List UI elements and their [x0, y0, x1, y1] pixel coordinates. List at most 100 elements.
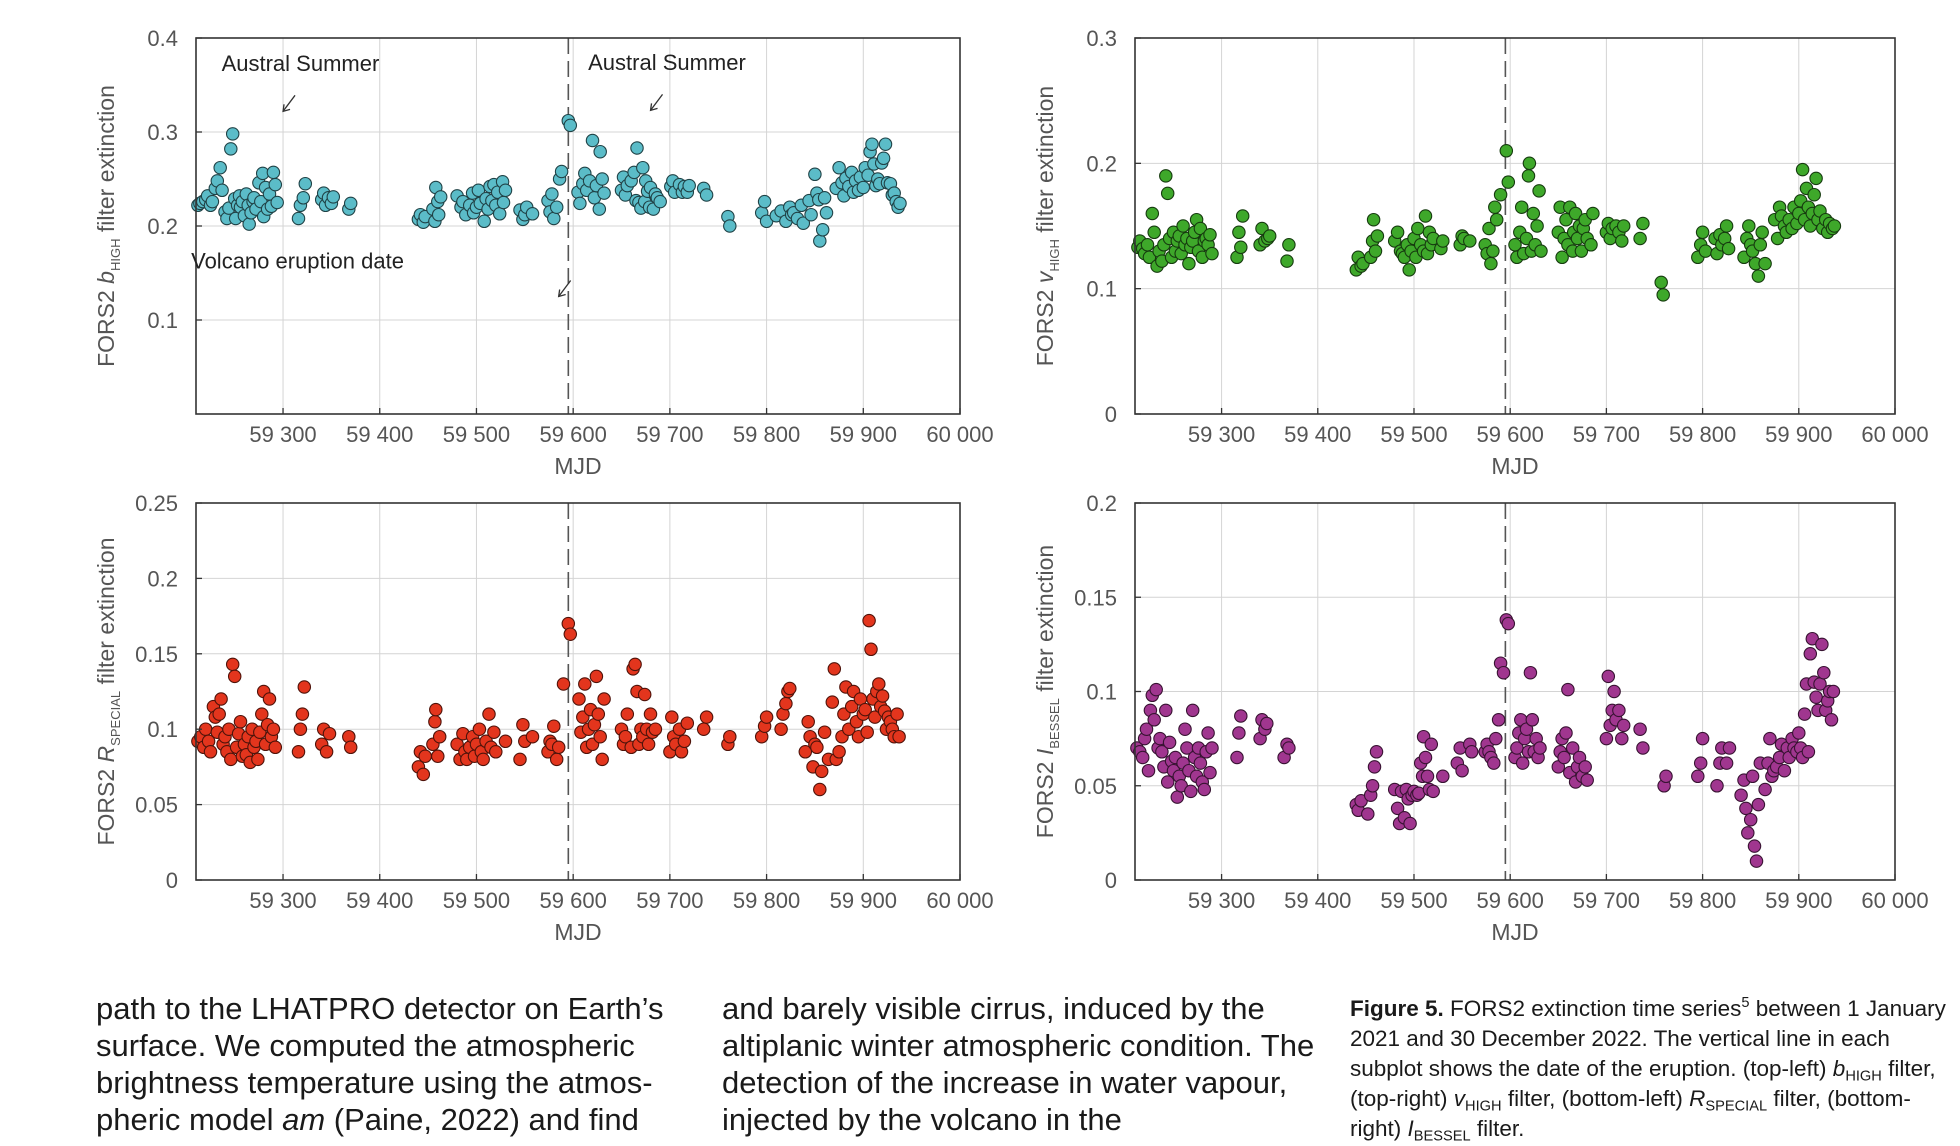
data-point	[804, 207, 818, 222]
plot-frame	[1134, 37, 1896, 415]
data-point	[774, 722, 788, 736]
data-point	[1633, 722, 1647, 736]
data-point	[1426, 784, 1440, 799]
y-axis-label-prefix: FORS2	[1032, 283, 1058, 366]
data-point	[1656, 288, 1670, 302]
data-point	[1162, 735, 1177, 750]
data-point	[1526, 206, 1541, 221]
data-point	[578, 677, 592, 691]
y-tick-label: 0.1	[1086, 277, 1117, 302]
data-point	[1654, 275, 1668, 290]
data-point	[1568, 206, 1583, 221]
data-point	[1149, 682, 1163, 697]
x-axis-label: MJD	[554, 919, 601, 945]
x-tick-label: 59 900	[830, 422, 897, 447]
data-point	[205, 194, 220, 209]
data-point	[592, 202, 607, 216]
caption-v: v	[1453, 1086, 1466, 1111]
data-point	[759, 710, 774, 724]
x-tick-label: 59 700	[1573, 422, 1640, 447]
data-point	[1636, 741, 1650, 755]
chart-bottom-right: 59 300 59 400 59 500 59 600 59 700 59 800 59 9…	[1032, 491, 1929, 945]
x-tick-label: 59 300	[249, 422, 316, 447]
body-text-left-em: am	[282, 1102, 326, 1137]
data-point	[573, 196, 587, 211]
y-axis-label-subscript: HIGH	[108, 239, 123, 272]
data-point	[1464, 745, 1479, 759]
caption-part6: filter.	[1470, 1116, 1525, 1141]
y-axis-label-variable: b	[93, 271, 119, 284]
data-point	[1366, 212, 1381, 227]
data-point	[545, 187, 559, 201]
data-point	[268, 177, 283, 192]
data-point	[1751, 269, 1766, 283]
data-point	[1698, 244, 1713, 258]
data-point	[1280, 254, 1294, 268]
x-tick-label: 59 300	[1188, 422, 1255, 447]
data-point	[1160, 775, 1175, 789]
y-tick-label: 0.15	[1074, 585, 1117, 610]
data-point	[1827, 219, 1842, 233]
data-point	[1514, 200, 1529, 214]
data-point	[1147, 225, 1161, 240]
data-point	[827, 662, 842, 676]
data-point	[832, 745, 846, 759]
data-point	[1826, 684, 1841, 699]
data-point	[1463, 234, 1477, 248]
data-point	[1719, 756, 1734, 770]
data-point	[1797, 707, 1812, 721]
data-point	[554, 164, 569, 179]
data-point	[1809, 171, 1823, 186]
data-point	[547, 211, 561, 226]
data-point	[418, 749, 432, 764]
data-point	[513, 752, 527, 767]
data-point	[1420, 769, 1435, 784]
data-point	[1501, 175, 1516, 189]
data-point	[1530, 219, 1544, 233]
y-axis-label-prefix: FORS2	[93, 284, 119, 367]
data-point	[1155, 745, 1169, 759]
data-point	[1185, 703, 1200, 718]
data-point	[1390, 801, 1405, 816]
data-point	[779, 696, 793, 711]
y-tick-label: 0.2	[147, 214, 178, 239]
x-tick-label: 59 300	[249, 888, 316, 913]
caption-part3: filter, (top-right)	[1350, 1056, 1936, 1111]
data-point	[636, 160, 650, 175]
data-point	[1721, 241, 1736, 256]
annotation-arrow	[650, 93, 664, 111]
data-point	[255, 707, 269, 721]
data-point	[551, 740, 566, 755]
annotation-arrowhead	[557, 289, 566, 298]
data-point	[496, 195, 511, 210]
data-point	[416, 767, 431, 782]
data-point	[1176, 219, 1190, 233]
y-tick-label: 0.2	[1086, 151, 1117, 176]
data-point	[1743, 812, 1758, 827]
y-tick-label: 0	[1105, 868, 1117, 893]
y-axis-label-subscript: HIGH	[1047, 239, 1062, 272]
y-tick-label: 0.4	[147, 26, 178, 51]
data-point	[343, 740, 358, 755]
data-point	[563, 118, 578, 133]
data-point	[1742, 219, 1756, 233]
body-text-left: path to the LHATPRO detector on Earth’s …	[96, 991, 664, 1137]
data-point	[1418, 750, 1433, 765]
data-point	[1282, 741, 1296, 755]
data-point	[1178, 722, 1192, 736]
data-point	[1710, 779, 1724, 793]
caption-footnote-ref: 5	[1741, 995, 1750, 1012]
data-point	[1815, 637, 1829, 652]
caption-part2: between 1 January 2021 and 30 December 2…	[1350, 996, 1946, 1081]
annotation-arrowhead	[282, 104, 291, 113]
data-point	[1487, 756, 1501, 770]
x-tick-label: 59 700	[636, 888, 703, 913]
data-point	[865, 137, 879, 151]
x-tick-label: 60 000	[1861, 422, 1928, 447]
data-point	[593, 729, 607, 744]
data-point	[343, 196, 358, 211]
data-point	[215, 183, 229, 198]
data-point	[1491, 713, 1506, 727]
data-point	[242, 217, 256, 231]
data-point	[1418, 209, 1433, 223]
